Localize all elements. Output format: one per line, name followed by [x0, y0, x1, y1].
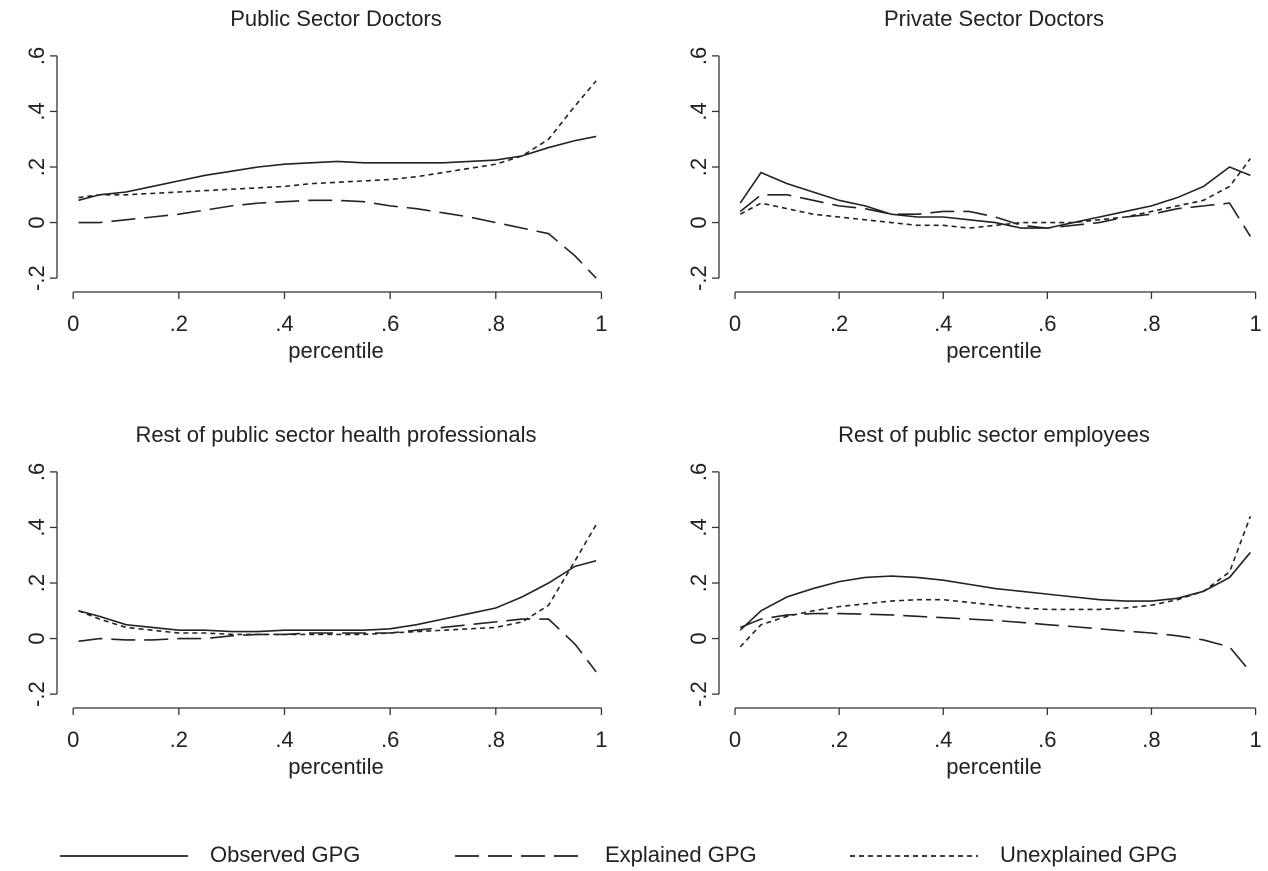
y-tick-label: 0 [24, 216, 49, 228]
x-tick-label: .6 [1038, 311, 1056, 336]
x-tick-label: 0 [67, 311, 79, 336]
x-axis-label: percentile [288, 338, 383, 363]
x-tick-label: .2 [170, 727, 188, 752]
x-tick-label: .8 [1142, 727, 1160, 752]
x-tick-label: .4 [934, 311, 952, 336]
y-tick-label: .6 [686, 463, 711, 481]
x-tick-label: .4 [934, 727, 952, 752]
legend-label: Observed GPG [210, 842, 360, 867]
x-tick-label: 0 [729, 311, 741, 336]
x-tick-label: .6 [381, 727, 399, 752]
y-tick-label: 0 [686, 632, 711, 644]
x-tick-label: .2 [170, 311, 188, 336]
y-tick-label: 0 [686, 216, 711, 228]
x-tick-label: 0 [67, 727, 79, 752]
x-tick-label: .8 [487, 727, 505, 752]
series-line [78, 524, 597, 636]
y-tick-label: .2 [24, 158, 49, 176]
y-tick-label: .6 [686, 47, 711, 65]
x-tick-label: .6 [1038, 727, 1056, 752]
y-tick-label: .6 [24, 47, 49, 65]
x-tick-label: .8 [487, 311, 505, 336]
y-tick-label: .2 [686, 574, 711, 592]
legend-label: Unexplained GPG [1000, 842, 1177, 867]
y-tick-label: -.2 [24, 265, 49, 291]
panel-title: Rest of public sector employees [838, 422, 1150, 447]
x-tick-label: .2 [830, 311, 848, 336]
x-axis-label: percentile [946, 338, 1041, 363]
panel-title: Public Sector Doctors [230, 6, 442, 31]
x-tick-label: .4 [275, 311, 293, 336]
x-tick-label: 1 [595, 727, 607, 752]
x-tick-label: 0 [729, 727, 741, 752]
y-tick-label: .4 [686, 102, 711, 120]
y-tick-label: 0 [24, 632, 49, 644]
x-tick-label: .4 [275, 727, 293, 752]
x-tick-label: 1 [1249, 311, 1261, 336]
y-tick-label: .2 [686, 158, 711, 176]
y-tick-label: .2 [24, 574, 49, 592]
series-line [739, 166, 1251, 229]
panel-title: Rest of public sector health professiona… [135, 422, 536, 447]
y-tick-label: .4 [686, 518, 711, 536]
x-tick-label: .2 [830, 727, 848, 752]
series-line [739, 516, 1252, 648]
legend-label: Explained GPG [605, 842, 757, 867]
series-line [78, 199, 597, 279]
series-line [78, 80, 597, 199]
series-line [78, 135, 597, 202]
series-line [739, 612, 1251, 673]
x-tick-label: 1 [595, 311, 607, 336]
series-line [78, 560, 597, 633]
y-tick-label: -.2 [686, 681, 711, 707]
x-tick-label: 1 [1249, 727, 1261, 752]
series-line [739, 193, 1252, 237]
y-tick-label: .4 [24, 102, 49, 120]
series-line [78, 618, 597, 673]
series-line [739, 551, 1251, 631]
y-tick-label: .6 [24, 463, 49, 481]
y-tick-label: .4 [24, 518, 49, 536]
panel-title: Private Sector Doctors [884, 6, 1104, 31]
x-axis-label: percentile [288, 754, 383, 779]
x-tick-label: .8 [1142, 311, 1160, 336]
y-tick-label: -.2 [24, 681, 49, 707]
x-tick-label: .6 [381, 311, 399, 336]
y-tick-label: -.2 [686, 265, 711, 291]
series-line [739, 158, 1252, 229]
x-axis-label: percentile [946, 754, 1041, 779]
